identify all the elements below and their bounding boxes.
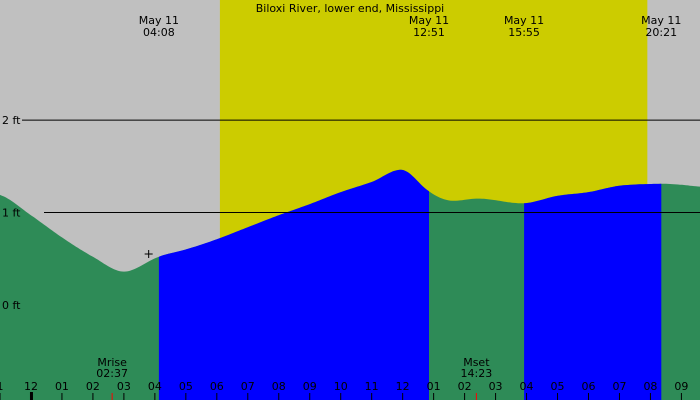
time-tick-label: 03 [489, 380, 503, 393]
tide-event-date: May 11 [139, 14, 179, 27]
time-tick-label: 10 [334, 380, 348, 393]
time-tick-label: 05 [179, 380, 193, 393]
time-tick-label: 12 [396, 380, 410, 393]
tide-event-date: May 11 [409, 14, 449, 27]
time-tick-label: 08 [643, 380, 657, 393]
tide-fill-layer [0, 169, 700, 400]
chart-title: Biloxi River, lower end, Mississippi [256, 2, 445, 15]
tide-segment [524, 183, 662, 400]
time-tick-label: 04 [148, 380, 162, 393]
moon-event-label: Mset [463, 356, 490, 369]
moon-event-time: 02:37 [96, 367, 128, 380]
time-tick-label: 02 [458, 380, 472, 393]
time-tick-label: 06 [581, 380, 595, 393]
reference-line-label: 0 ft [2, 299, 21, 312]
tide-segment [158, 169, 429, 400]
moon-event-time: 14:23 [461, 367, 493, 380]
time-tick-label: 12 [24, 380, 38, 393]
tide-event-time: 12:51 [413, 26, 445, 39]
tide-event-date: May 11 [641, 14, 681, 27]
time-tick-label: 08 [272, 380, 286, 393]
time-tick-label: 07 [612, 380, 626, 393]
time-tick-label: 1 [0, 380, 4, 393]
reference-line-label: 1 ft [2, 206, 21, 219]
time-tick-label: 01 [55, 380, 69, 393]
reference-lines-layer [22, 119, 700, 213]
current-time-marker [144, 250, 153, 259]
tide-event-date: May 11 [504, 14, 544, 27]
tide-event-time: 04:08 [143, 26, 175, 39]
tide-event-time: 15:55 [508, 26, 540, 39]
time-tick-label: 04 [520, 380, 534, 393]
time-tick-label: 01 [427, 380, 441, 393]
moon-event-label: Mrise [97, 356, 127, 369]
time-tick-label: 03 [117, 380, 131, 393]
time-tick-label: 05 [551, 380, 565, 393]
time-tick-label: 06 [210, 380, 224, 393]
time-tick-label: 09 [303, 380, 317, 393]
time-axis-layer: 1 12 01 02 03 04 05 06 07 08 09 10 11 12 01 02 03 04 05 06 0… [0, 380, 688, 400]
midnight-marker [29, 392, 33, 400]
time-tick-label: 02 [86, 380, 100, 393]
tide-event-time: 20:21 [645, 26, 677, 39]
time-tick-label: 09 [674, 380, 688, 393]
reference-line-label: 2 ft [2, 114, 21, 127]
time-tick-label: 11 [365, 380, 379, 393]
time-tick-label: 07 [241, 380, 255, 393]
